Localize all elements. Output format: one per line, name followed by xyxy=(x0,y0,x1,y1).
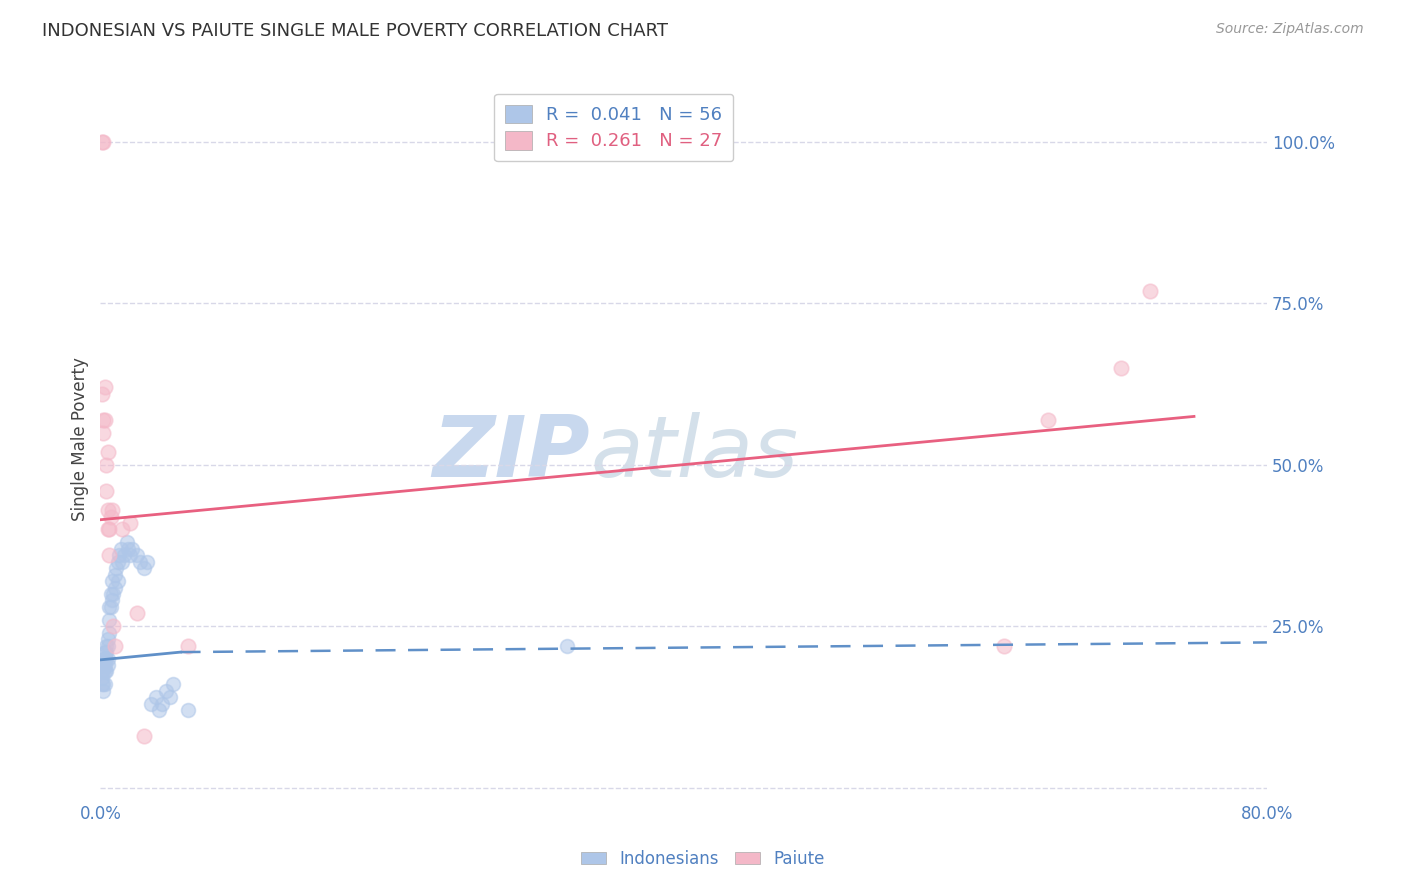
Point xyxy=(104,567,127,582)
Point xyxy=(105,561,128,575)
Point xyxy=(132,729,155,743)
Point xyxy=(97,523,120,537)
Point xyxy=(117,541,139,556)
Point xyxy=(107,555,129,569)
Y-axis label: Single Male Poverty: Single Male Poverty xyxy=(72,357,89,521)
Point xyxy=(101,503,124,517)
Point xyxy=(136,555,159,569)
Legend: R =  0.041   N = 56, R =  0.261   N = 27: R = 0.041 N = 56, R = 0.261 N = 27 xyxy=(494,94,734,161)
Text: Source: ZipAtlas.com: Source: ZipAtlas.com xyxy=(1216,22,1364,37)
Point xyxy=(97,651,120,665)
Point xyxy=(110,541,132,556)
Point xyxy=(1109,361,1132,376)
Point xyxy=(90,658,112,673)
Point xyxy=(97,632,120,647)
Point xyxy=(118,548,141,562)
Point xyxy=(91,412,114,426)
Text: ZIP: ZIP xyxy=(433,412,591,495)
Point xyxy=(97,639,120,653)
Point xyxy=(112,548,135,562)
Point xyxy=(93,651,115,665)
Point xyxy=(162,677,184,691)
Point xyxy=(91,651,114,665)
Point xyxy=(93,645,115,659)
Point xyxy=(115,535,138,549)
Point xyxy=(101,574,124,588)
Point xyxy=(91,677,114,691)
Point xyxy=(96,483,118,498)
Legend: Indonesians, Paiute: Indonesians, Paiute xyxy=(574,844,832,875)
Point xyxy=(90,677,112,691)
Point xyxy=(98,548,121,562)
Point xyxy=(97,658,120,673)
Point xyxy=(148,703,170,717)
Point xyxy=(93,380,115,394)
Point xyxy=(132,561,155,575)
Point xyxy=(91,665,114,679)
Point xyxy=(111,555,134,569)
Point xyxy=(96,458,118,472)
Point xyxy=(141,697,163,711)
Point xyxy=(1036,412,1059,426)
Point xyxy=(118,516,141,530)
Point xyxy=(97,445,120,459)
Point xyxy=(111,523,134,537)
Point xyxy=(150,697,173,711)
Point xyxy=(121,541,143,556)
Point xyxy=(97,503,120,517)
Point xyxy=(91,683,114,698)
Point xyxy=(104,639,127,653)
Point xyxy=(93,658,115,673)
Point xyxy=(104,581,127,595)
Point xyxy=(107,574,129,588)
Point xyxy=(125,548,148,562)
Point xyxy=(103,587,125,601)
Point xyxy=(177,639,200,653)
Point xyxy=(125,607,148,621)
Point xyxy=(93,677,115,691)
Point xyxy=(101,593,124,607)
Point xyxy=(100,509,122,524)
Point xyxy=(93,412,115,426)
Point xyxy=(96,651,118,665)
Point xyxy=(100,599,122,614)
Point xyxy=(98,599,121,614)
Point xyxy=(108,548,131,562)
Point xyxy=(90,135,112,149)
Text: INDONESIAN VS PAIUTE SINGLE MALE POVERTY CORRELATION CHART: INDONESIAN VS PAIUTE SINGLE MALE POVERTY… xyxy=(42,22,668,40)
Point xyxy=(98,625,121,640)
Point xyxy=(993,639,1015,653)
Point xyxy=(91,425,114,440)
Point xyxy=(145,690,167,705)
Text: atlas: atlas xyxy=(591,412,799,495)
Point xyxy=(90,671,112,685)
Point xyxy=(91,658,114,673)
Point xyxy=(177,703,200,717)
Point xyxy=(155,683,177,698)
Point xyxy=(100,587,122,601)
Point xyxy=(128,555,150,569)
Point xyxy=(555,639,578,653)
Point xyxy=(159,690,181,705)
Point xyxy=(103,619,125,633)
Point xyxy=(93,665,115,679)
Point xyxy=(96,639,118,653)
Point xyxy=(1139,284,1161,298)
Point xyxy=(90,665,112,679)
Point xyxy=(98,523,121,537)
Point xyxy=(96,665,118,679)
Point xyxy=(91,135,114,149)
Point xyxy=(90,387,112,401)
Point xyxy=(98,613,121,627)
Point xyxy=(96,645,118,659)
